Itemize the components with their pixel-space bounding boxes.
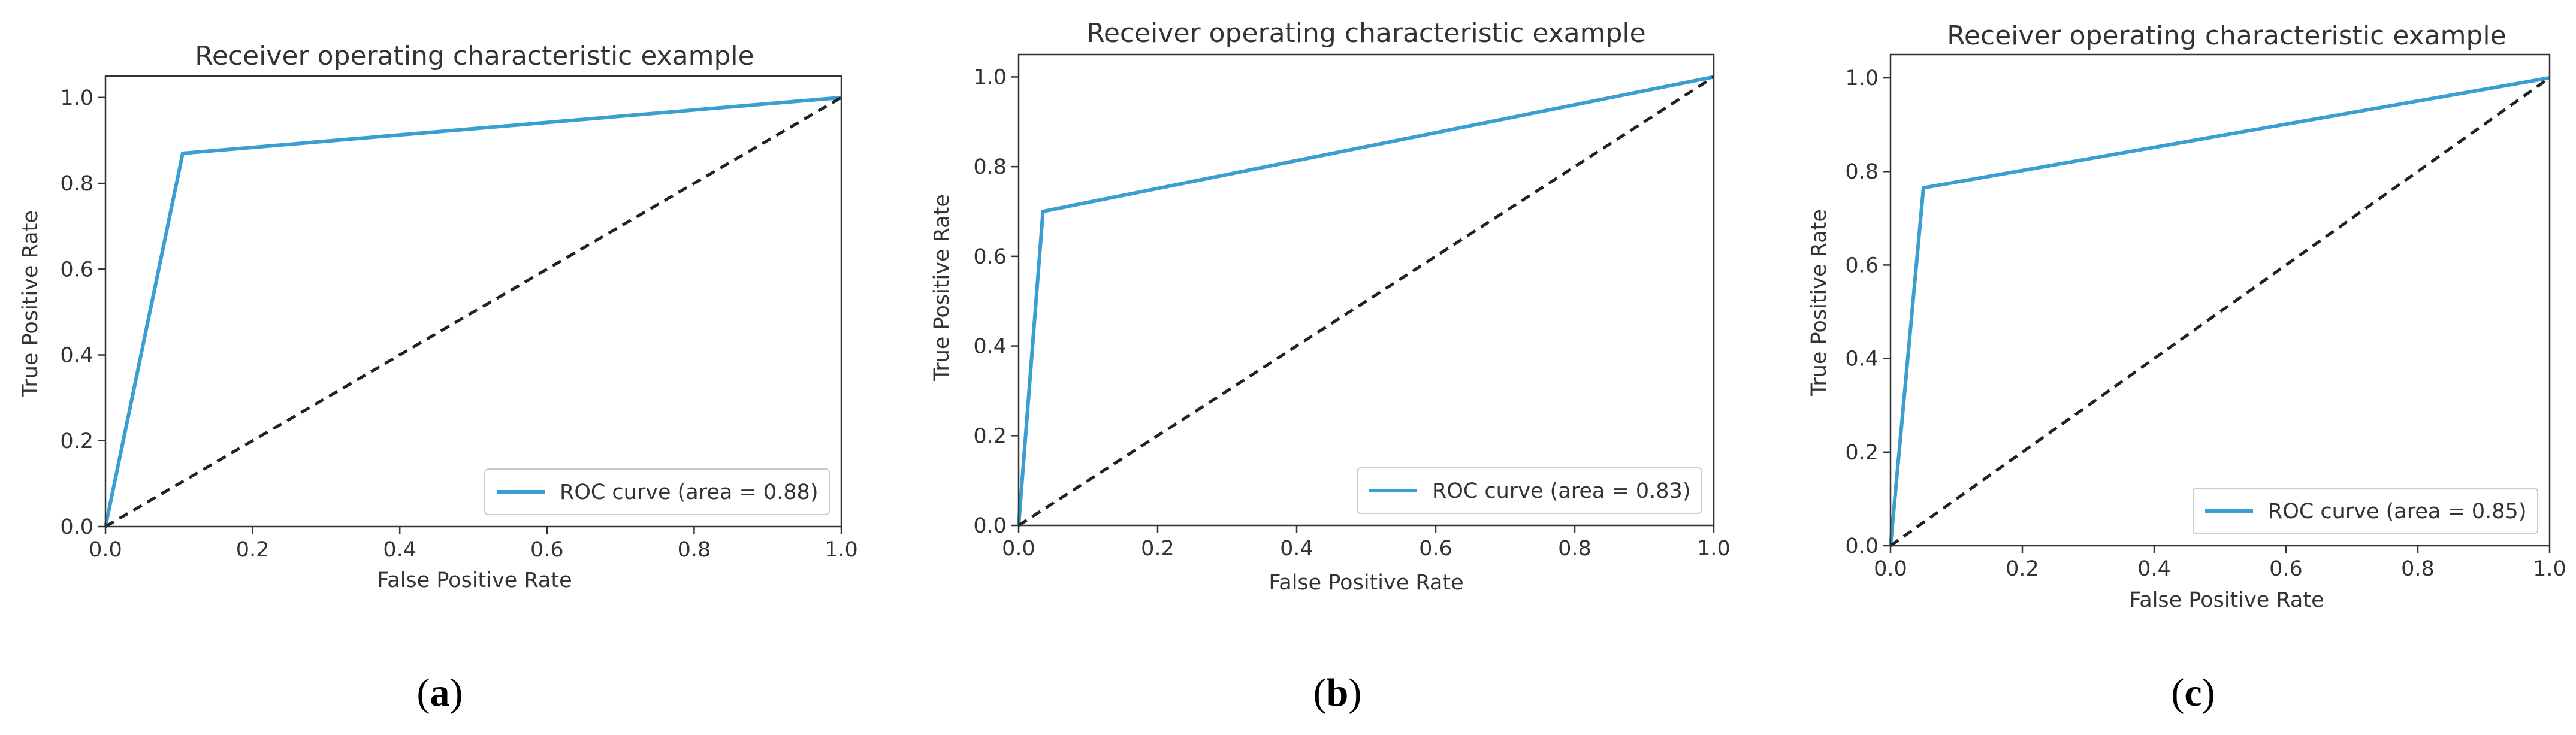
roc-panel-a: Receiver operating characteristic exampl…: [19, 41, 858, 592]
x-axis-label: False Positive Rate: [1269, 571, 1463, 595]
x-tick-label: 0.4: [2137, 557, 2171, 581]
chart-title: Receiver operating characteristic exampl…: [1086, 18, 1645, 49]
legend-label: ROC curve (area = 0.83): [1432, 479, 1690, 503]
y-tick-label: 0.4: [1845, 347, 1879, 371]
chart-title: Receiver operating characteristic exampl…: [1947, 20, 2506, 51]
y-tick-label: 0.6: [60, 258, 93, 282]
roc-curve-line: [1017, 75, 1714, 526]
y-tick-label: 0.8: [1845, 160, 1879, 184]
plot-frame: [104, 75, 842, 528]
y-tick-label: 0.8: [973, 155, 1007, 179]
y-tick-label: 0.2: [60, 429, 93, 453]
x-tick-label: 1.0: [2533, 557, 2566, 581]
legend-box: [2193, 488, 2538, 534]
y-tick-label: 0.4: [60, 344, 93, 368]
x-tick-label: 0.8: [678, 538, 711, 562]
panel-label-b: (b): [1313, 671, 1362, 715]
y-tick-label: 0.4: [973, 335, 1007, 359]
x-axis-label: False Positive Rate: [2129, 588, 2324, 612]
x-tick-label: 0.4: [1280, 537, 1313, 561]
y-tick-label: 1.0: [1845, 66, 1879, 90]
x-tick-label: 0.2: [1141, 537, 1174, 561]
x-tick-label: 0.0: [1874, 557, 1907, 581]
y-tick-label: 1.0: [973, 65, 1007, 89]
x-tick-label: 0.2: [236, 538, 270, 562]
roc-curve-line: [1889, 76, 2550, 546]
x-tick-label: 0.8: [2401, 557, 2435, 581]
y-tick-label: 0.8: [60, 172, 93, 196]
plot-frame: [1017, 53, 1715, 527]
roc-panel-c: Receiver operating characteristic exampl…: [1807, 20, 2566, 612]
panel-label-a: (a): [417, 671, 463, 715]
y-tick-label: 0.6: [1845, 253, 1879, 277]
x-tick-label: 0.6: [2269, 557, 2303, 581]
x-tick-label: 1.0: [1697, 537, 1731, 561]
x-tick-label: 0.6: [530, 538, 564, 562]
y-tick-label: 0.2: [973, 424, 1007, 448]
legend-box: [1357, 467, 1702, 514]
plot-frame: [1889, 53, 2551, 547]
x-tick-label: 0.0: [89, 538, 122, 562]
panel-label-c: (c): [2171, 671, 2215, 715]
x-tick-label: 0.4: [383, 538, 416, 562]
y-tick-label: 0.0: [1845, 534, 1879, 558]
x-tick-label: 1.0: [825, 538, 858, 562]
y-tick-label: 0.0: [973, 514, 1007, 538]
x-tick-label: 0.6: [1419, 537, 1452, 561]
chart-title: Receiver operating characteristic exampl…: [195, 41, 754, 71]
roc-curve-line: [104, 95, 842, 527]
x-tick-label: 0.0: [1002, 537, 1035, 561]
y-axis-label: True Positive Rate: [1807, 209, 1831, 397]
roc-panel-b: Receiver operating characteristic exampl…: [930, 18, 1731, 595]
x-tick-label: 0.8: [1558, 537, 1591, 561]
y-tick-label: 0.2: [1845, 441, 1879, 465]
y-axis-label: True Positive Rate: [930, 194, 954, 382]
legend-box: [484, 468, 830, 515]
chance-line: [1017, 75, 1715, 527]
legend-label: ROC curve (area = 0.85): [2268, 500, 2526, 524]
y-axis-label: True Positive Rate: [19, 210, 43, 398]
chance-line: [104, 96, 842, 528]
y-tick-label: 1.0: [60, 86, 93, 110]
y-tick-label: 0.0: [60, 515, 93, 539]
x-axis-label: False Positive Rate: [377, 568, 572, 592]
legend-label: ROC curve (area = 0.88): [560, 480, 818, 504]
x-tick-label: 0.2: [2006, 557, 2039, 581]
chance-line: [1889, 76, 2551, 548]
y-tick-label: 0.6: [973, 245, 1007, 269]
